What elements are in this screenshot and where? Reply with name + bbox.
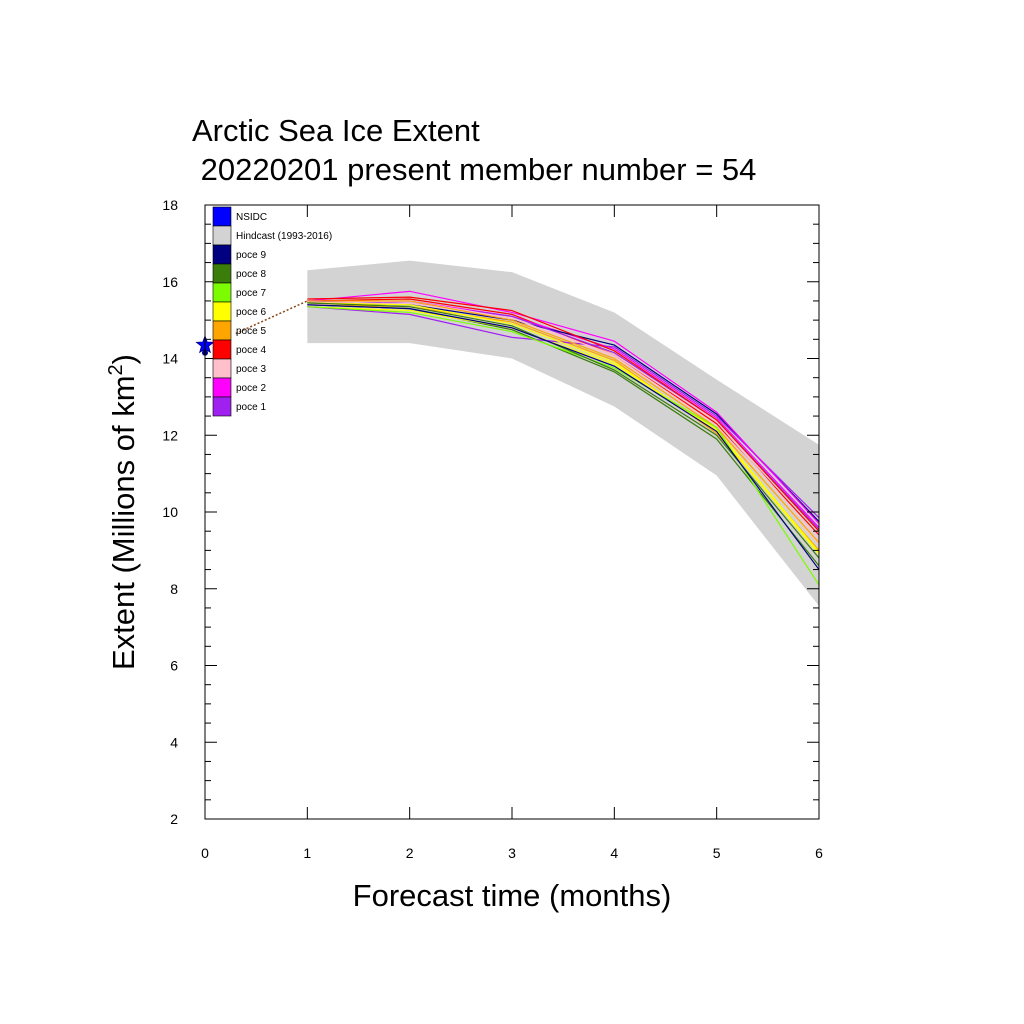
x-tick-label: 4 xyxy=(610,845,618,861)
y-tick-label: 14 xyxy=(162,351,178,367)
series-line-poce-2 xyxy=(307,290,820,524)
series-line-poce-4 xyxy=(307,296,820,532)
y-axis-title-main: Extent (Millions of km xyxy=(106,375,141,670)
legend-entry-label: poce 1 xyxy=(236,402,266,413)
legend-swatch xyxy=(212,320,232,341)
y-tick-label: 4 xyxy=(170,734,178,750)
legend-entry-label: poce 6 xyxy=(236,307,266,318)
x-tick-label: 0 xyxy=(201,845,209,861)
x-tick-label: 1 xyxy=(303,845,311,861)
legend-entry-label: poce 9 xyxy=(236,250,266,261)
y-tick-label: 18 xyxy=(162,197,178,213)
legend-swatch xyxy=(212,377,232,398)
y-axis-title-close: ) xyxy=(106,354,141,364)
legend-swatch xyxy=(212,206,232,227)
y-tick-label: 12 xyxy=(162,427,178,443)
ensemble-member-line xyxy=(307,306,820,553)
legend-swatch xyxy=(212,282,232,303)
series-line-poce-3 xyxy=(307,302,820,540)
series-line-poce-9 xyxy=(307,304,820,570)
legend-entry-label: NSIDC xyxy=(236,212,267,223)
legend-entry-label: poce 7 xyxy=(236,288,266,299)
x-tick-label: 2 xyxy=(406,845,414,861)
chart-title: Arctic Sea Ice Extent xyxy=(192,113,480,148)
x-tick-label: 6 xyxy=(815,845,823,861)
plot-area xyxy=(195,260,820,607)
legend-swatch xyxy=(212,358,232,379)
legend-swatch xyxy=(212,339,232,360)
legend-swatch xyxy=(212,396,232,417)
y-tick-label: 10 xyxy=(162,504,178,520)
hindcast-envelope xyxy=(307,260,819,607)
y-tick-label: 6 xyxy=(170,658,178,674)
legend-swatch xyxy=(212,225,232,246)
y-axis-title: Extent (Millions of km2) xyxy=(105,354,141,670)
x-tick-label: 3 xyxy=(508,845,516,861)
legend-swatch xyxy=(212,301,232,322)
x-axis-title: Forecast time (months) xyxy=(353,878,672,913)
chart-subtitle: 20220201 present member number = 54 xyxy=(192,152,756,187)
legend-entry-label: poce 2 xyxy=(236,383,266,394)
series-line-poce-8 xyxy=(307,302,820,559)
legend-swatch xyxy=(212,263,232,284)
legend-entry-label: poce 4 xyxy=(236,345,266,356)
y-axis-title-sup: 2 xyxy=(105,364,127,375)
legend-entry-label: poce 5 xyxy=(236,326,266,337)
series-line-poce-1 xyxy=(307,306,820,519)
observation-connector xyxy=(235,300,308,335)
y-tick-label: 16 xyxy=(162,274,178,290)
series-line-poce-5 xyxy=(307,300,820,544)
legend-entry-label: poce 3 xyxy=(236,364,266,375)
legend-entry-label: Hindcast (1993-2016) xyxy=(236,231,332,242)
y-tick-label: 2 xyxy=(170,811,178,827)
legend: NSIDC Hindcast (1993-2016) poce 9 poce 8 poc… xyxy=(212,206,332,417)
series-line-poce-6 xyxy=(307,302,820,555)
legend-entry-label: poce 8 xyxy=(236,269,266,280)
x-tick-label: 5 xyxy=(713,845,721,861)
y-tick-label: 8 xyxy=(170,581,178,597)
legend-swatch xyxy=(212,244,232,265)
